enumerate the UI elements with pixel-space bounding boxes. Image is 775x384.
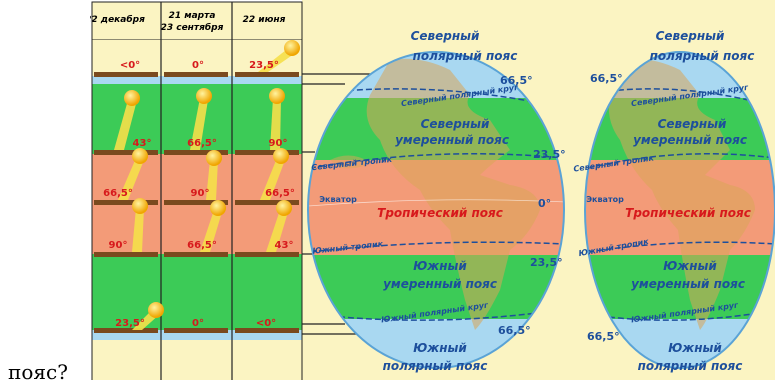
angle-label: 43° [133,138,152,149]
column-header-jun: 22 июня [243,15,286,25]
table-south-temperate-band [92,254,302,330]
north-polar-belt-label: Северный [656,29,725,43]
south-temperate-label: Южный [413,259,467,273]
angle-label: 23,5° [115,318,145,329]
north-polar-belt-label: Северный [411,29,480,43]
angle-label: 0° [192,60,204,71]
sun-icon [196,88,212,104]
sun-icon [124,90,140,106]
latitude-23-north: 23,5° [533,148,566,161]
south-polar-belt-label: Южный [668,341,722,355]
sun-icon [284,40,300,56]
question-caption: пояс? [8,360,68,384]
globe-left: Северный полярный пояс Северный полярный… [307,29,566,373]
equator-label: Экватор [319,195,357,204]
north-polar-belt-label-2: полярный пояс [650,49,755,63]
angle-label: 90° [269,138,288,149]
south-polar-belt-label: Южный [413,341,467,355]
north-temperate-label-2: умеренный пояс [395,133,509,147]
sun-icon [273,148,289,164]
latitude-66-south: 66,5° [587,330,620,343]
angle-label: <0° [256,318,276,329]
angle-label: 0° [192,318,204,329]
latitude-66-south: 66,5° [498,324,531,337]
sun-icons [124,40,300,318]
sun-icon [206,150,222,166]
angle-label: 90° [109,240,128,251]
equator-label: Экватор [586,195,624,204]
globe-right: Северный полярный пояс Северный полярный… [573,29,775,373]
tropical-belt-label: Тропический пояс [377,206,503,220]
angle-label: <0° [120,60,140,71]
sun-icon [148,302,164,318]
latitude-23-south: 23,5° [530,256,563,269]
angle-label: 66,5° [103,188,133,199]
column-header-sep: 23 сентября [161,22,224,33]
column-header-dec: 22 декабря [90,14,145,25]
south-temperate-label-2: умеренный пояс [631,277,745,291]
latitude-equator: 0° [538,197,551,210]
sun-angle-table: 22 декабря 21 марта 23 сентября 22 июня [90,0,303,380]
south-temperate-label: Южный [663,259,717,273]
climate-zones-figure: 22 декабря 21 марта 23 сентября 22 июня [90,0,775,380]
angle-label: 66,5° [187,240,217,251]
sun-icon [276,200,292,216]
latitude-66-north: 66,5° [590,72,623,85]
angle-label: 66,5° [265,188,295,199]
north-temperate-label: Северный [421,117,490,131]
sun-icon [132,198,148,214]
tropical-belt-label: Тропический пояс [625,206,751,220]
latitude-66-north: 66,5° [500,74,533,87]
south-polar-belt-label-2: полярный пояс [638,359,743,373]
zone-connector-lines [302,73,380,335]
south-temperate-label-2: умеренный пояс [383,277,497,291]
sun-icon [132,148,148,164]
north-temperate-label-2: умеренный пояс [633,133,747,147]
sun-icon [269,88,285,104]
angle-label: 66,5° [187,138,217,149]
angle-label: 43° [275,240,294,251]
south-polar-belt-label-2: полярный пояс [383,359,488,373]
angle-label: 23,5° [249,60,279,71]
angle-label: 90° [191,188,210,199]
column-header-mar: 21 марта [169,11,216,21]
sun-icon [210,200,226,216]
north-polar-belt-label-2: полярный пояс [413,49,518,63]
north-temperate-label: Северный [658,117,727,131]
